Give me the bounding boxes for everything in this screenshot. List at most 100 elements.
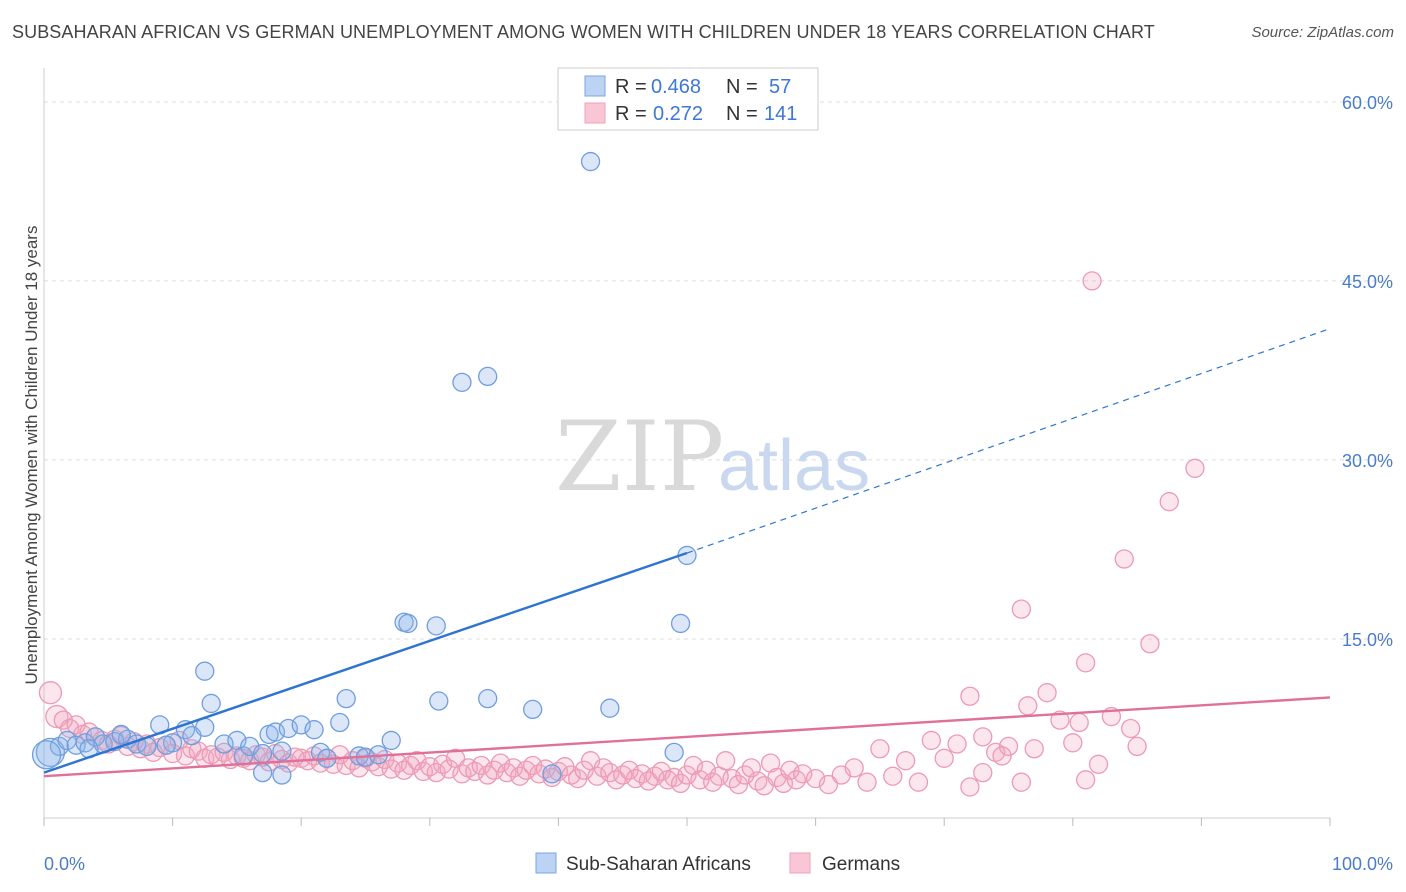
subsaharan-point-33 (336, 688, 356, 709)
germans-points (38, 271, 1205, 797)
bottom-legend-swatch-pink (789, 852, 811, 874)
bottom-legend-label-germans: Germans (822, 854, 900, 875)
germans-point-146 (1088, 754, 1109, 774)
subsaharan-point-53 (272, 765, 292, 785)
y-tick-label-2: 45.0% (1342, 272, 1393, 292)
subsaharan-point-52 (252, 762, 273, 783)
germans-point-138 (1063, 733, 1083, 753)
subsaharan-point-32 (330, 712, 350, 733)
germans-point-154 (973, 762, 993, 783)
germans-point-126 (908, 772, 929, 792)
germans-point-155 (992, 746, 1012, 766)
bottom-legend-label-subsaharan: Sub-Saharan Africans (566, 854, 751, 875)
germans-point-147 (1121, 718, 1141, 739)
germans-point-148 (1127, 736, 1147, 757)
chart-title: SUBSAHARAN AFRICAN VS GERMAN UNEMPLOYMEN… (12, 22, 1155, 42)
germans-trend-line (43, 696, 1331, 778)
subsaharan-point-46 (542, 764, 562, 784)
y-tick-label-0: 15.0% (1342, 630, 1393, 650)
germans-point-0 (38, 681, 63, 705)
grid-lines (44, 101, 1395, 640)
bottom-legend: Sub-Saharan Africans Germans (535, 852, 900, 875)
subsaharan-point-29 (304, 720, 324, 740)
germans-point-119 (818, 774, 839, 795)
germans-point-139 (1076, 770, 1096, 790)
y-axis-label: Unemployment Among Women with Children U… (22, 226, 41, 685)
source-label: Source: ZipAtlas.com (1251, 24, 1394, 41)
subsaharan-point-23 (252, 743, 273, 764)
germans-point-122 (857, 772, 877, 792)
subsaharan-point-42 (452, 372, 472, 393)
germans-point-152 (960, 686, 980, 706)
stats-legend: R = 0.468 N = 57 R = 0.272 N = 141 (557, 67, 819, 131)
subsaharan-trend-extension (686, 328, 1331, 554)
germans-point-153 (1018, 696, 1038, 716)
subsaharan-point-44 (478, 688, 498, 709)
germans-point-135 (1024, 739, 1044, 759)
legend-n-label-2: N = (726, 103, 758, 125)
legend-r-value-2: 0.272 (653, 103, 703, 125)
subsaharan-point-26 (272, 741, 292, 761)
subsaharan-point-48 (600, 698, 620, 718)
subsaharan-point-45 (523, 699, 543, 720)
watermark-zip: ZIP (555, 401, 724, 513)
subsaharan-point-17 (201, 693, 221, 714)
x-tick-labels: 0.0% 100.0% (44, 854, 1393, 874)
legend-n-value-2: 141 (764, 103, 797, 125)
subsaharan-trend-line (43, 551, 688, 774)
germans-point-151 (1011, 599, 1032, 619)
subsaharan-point-54 (111, 724, 131, 745)
germans-point-123 (870, 739, 890, 759)
y-tick-labels: 15.0% 30.0% 45.0% 60.0% (1342, 93, 1393, 650)
legend-swatch-pink (584, 102, 606, 124)
subsaharan-point-47 (580, 151, 601, 172)
germans-point-141 (1114, 549, 1134, 569)
legend-n-label-1: N = (726, 76, 758, 98)
germans-point-129 (947, 734, 967, 754)
subsaharan-point-16 (156, 735, 176, 755)
trend-lines (43, 328, 1331, 778)
subsaharan-point-49 (670, 613, 691, 634)
x-tick-label-0: 0.0% (44, 854, 85, 874)
subsaharan-point-5 (85, 727, 106, 747)
germans-point-131 (973, 727, 993, 747)
germans-point-125 (895, 751, 916, 771)
germans-point-140 (1082, 271, 1102, 291)
legend-n-value-1: 57 (769, 76, 791, 98)
x-tick-label-1: 100.0% (1332, 854, 1393, 874)
germans-point-127 (921, 730, 941, 751)
germans-point-150 (1159, 492, 1179, 512)
germans-point-105 (715, 751, 736, 771)
germans-point-121 (844, 758, 864, 778)
y-tick-label-1: 30.0% (1342, 451, 1393, 471)
germans-point-107 (728, 774, 749, 795)
subsaharan-point-56 (31, 740, 62, 770)
germans-point-124 (883, 766, 903, 786)
subsaharan-point-22 (195, 661, 215, 681)
bottom-legend-swatch-blue (535, 852, 557, 874)
subsaharan-point-41 (429, 691, 449, 711)
subsaharan-point-50 (664, 742, 684, 763)
germans-point-142 (1140, 634, 1160, 654)
subsaharan-point-43 (478, 366, 498, 387)
subsaharan-point-37 (381, 730, 401, 751)
germans-point-136 (1037, 683, 1057, 703)
watermark: ZIP atlas (555, 401, 870, 513)
subsaharan-point-39 (398, 613, 418, 634)
germans-point-149 (1185, 458, 1205, 478)
subsaharan-point-1 (49, 736, 70, 757)
germans-point-143 (1076, 653, 1096, 673)
germans-point-144 (1069, 712, 1089, 733)
subsaharan-point-40 (426, 616, 446, 636)
germans-point-128 (934, 748, 954, 768)
axes (43, 68, 1331, 826)
legend-r-label-1: R = (615, 76, 647, 98)
y-tick-label-3: 60.0% (1342, 93, 1393, 113)
legend-r-value-1: 0.468 (651, 76, 701, 98)
germans-point-133 (998, 736, 1019, 757)
legend-swatch-blue (584, 75, 606, 97)
germans-point-137 (1050, 710, 1070, 730)
germans-point-134 (1011, 772, 1032, 792)
watermark-atlas: atlas (718, 426, 870, 506)
